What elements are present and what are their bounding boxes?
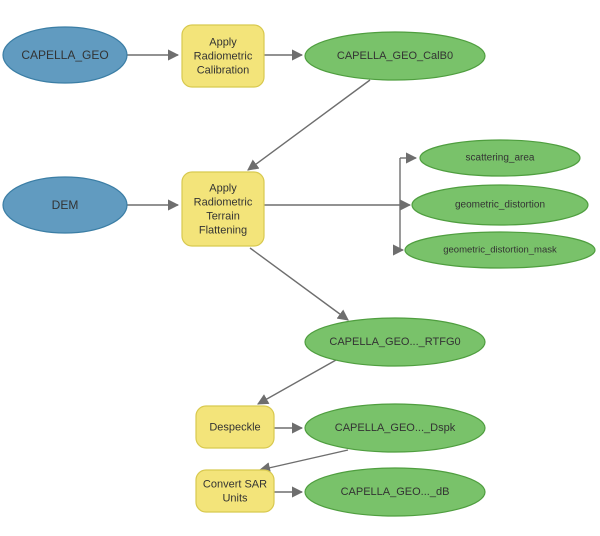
node-label-line: Radiometric [194, 51, 253, 63]
node-label: CAPELLA_GEO..._RTFG0 [329, 336, 460, 348]
node-label-line: Convert SAR [203, 479, 267, 491]
edge [248, 80, 370, 170]
node-label-line: Apply [209, 37, 237, 49]
node-label-line: Despeckle [209, 422, 260, 434]
node-label: CAPELLA_GEO..._dB [341, 486, 450, 498]
node-convert_box: Convert SAR Units [196, 470, 274, 512]
node-label: CAPELLA_GEO_CalB0 [337, 50, 453, 62]
node-label-line: Apply [209, 183, 237, 195]
node-db: CAPELLA_GEO..._dB [305, 468, 485, 516]
node-label: geometric_distortion [455, 200, 545, 211]
node-rtfg0: CAPELLA_GEO..._RTFG0 [305, 318, 485, 366]
node-scatter: scattering_area [420, 140, 580, 176]
node-dem: DEM [3, 177, 127, 233]
node-despeckle_box: Despeckle [196, 406, 274, 448]
node-label-line: Terrain [206, 211, 240, 223]
node-flatten_box: Apply Radiometric Terrain Flattening [182, 172, 264, 246]
node-label: CAPELLA_GEO [21, 48, 108, 62]
node-label: DEM [52, 198, 79, 212]
edge [258, 360, 336, 404]
node-label: scattering_area [466, 153, 535, 164]
node-label: geometric_distortion_mask [443, 245, 557, 256]
node-label-line: Calibration [197, 65, 250, 77]
node-label: CAPELLA_GEO..._Dspk [335, 422, 456, 434]
edge [250, 248, 348, 320]
node-label-line: Flattening [199, 225, 247, 237]
node-dspk: CAPELLA_GEO..._Dspk [305, 404, 485, 452]
node-capella_geo: CAPELLA_GEO [3, 27, 127, 83]
node-geo_mask: geometric_distortion_mask [405, 232, 595, 268]
node-calb0: CAPELLA_GEO_CalB0 [305, 32, 485, 80]
node-calib_box: Apply Radiometric Calibration [182, 25, 264, 87]
node-geo_dist: geometric_distortion [412, 185, 588, 225]
node-label-line: Radiometric [194, 197, 253, 209]
node-label-line: Units [222, 493, 248, 505]
edge [260, 450, 348, 470]
